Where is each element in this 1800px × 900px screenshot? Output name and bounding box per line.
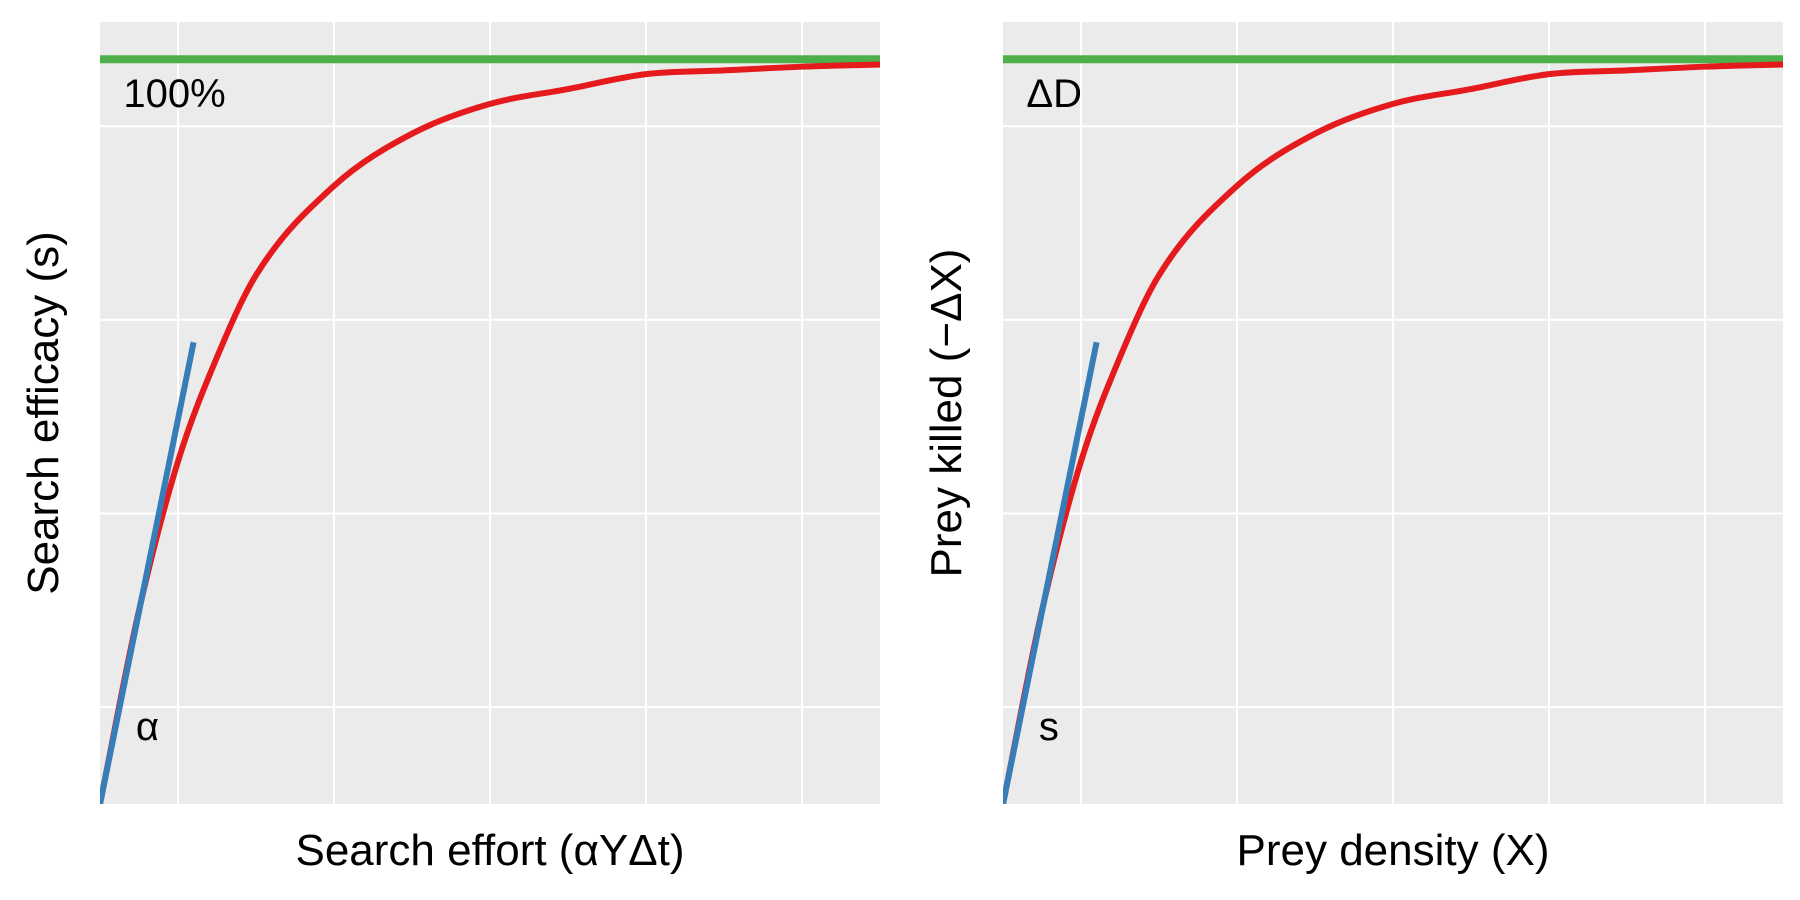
initial-slope-line — [1003, 341, 1100, 804]
y-axis-title: Prey killed (−ΔX) — [922, 249, 971, 578]
plot-area — [1003, 55, 1783, 804]
asymptote-label: ΔD — [1026, 72, 1082, 116]
left-panel: 100% α Search effort (αYΔt) Search efficacy… — [19, 22, 880, 875]
x-axis-title: Prey density (X) — [1237, 826, 1550, 875]
asymptote-label: 100% — [123, 72, 225, 116]
x-axis-title: Search effort (αYΔt) — [295, 826, 684, 875]
initial-slope-line — [100, 341, 197, 804]
response-line — [1003, 61, 1783, 804]
right-panel: ΔD s Prey density (X) Prey killed (−ΔX) — [922, 22, 1783, 875]
response-line — [100, 61, 880, 804]
slope-label: α — [136, 705, 159, 749]
y-axis-title: Search efficacy (s) — [19, 231, 68, 595]
slope-label: s — [1039, 705, 1059, 749]
plot-area — [100, 55, 880, 804]
